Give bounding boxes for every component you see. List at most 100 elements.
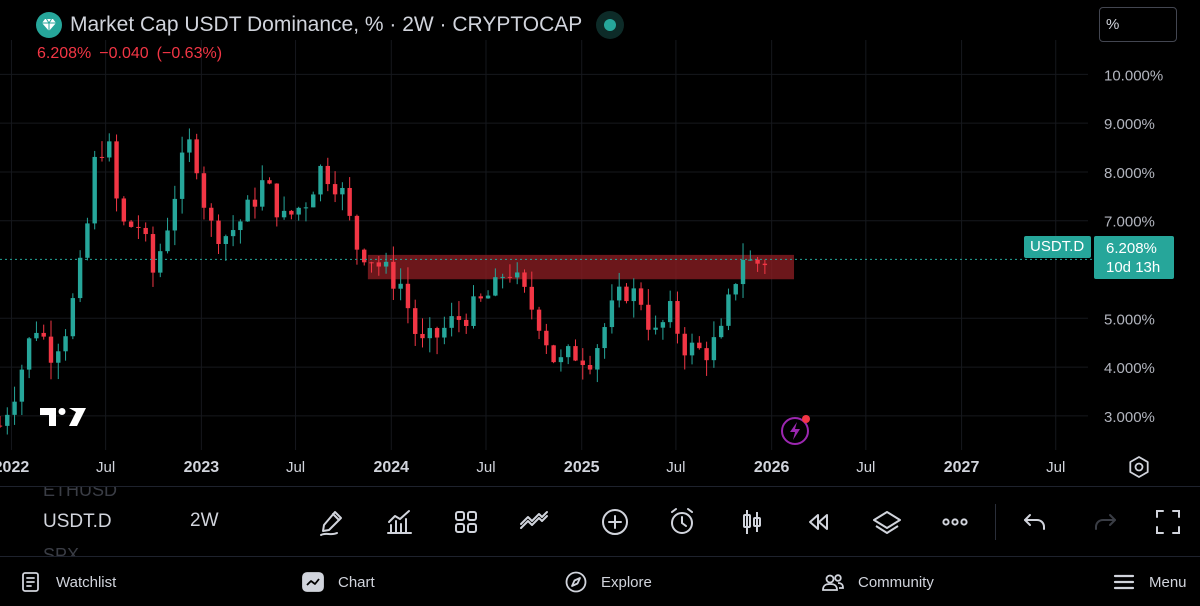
candle-body[interactable]	[464, 319, 469, 326]
candle-body[interactable]	[296, 207, 301, 215]
candle-body[interactable]	[762, 263, 768, 266]
candle-body[interactable]	[5, 414, 10, 426]
candle-body[interactable]	[398, 283, 403, 289]
candle-body[interactable]	[99, 156, 105, 158]
candle-body[interactable]	[536, 309, 542, 331]
candle-body[interactable]	[274, 183, 280, 218]
candle-body[interactable]	[646, 304, 651, 330]
candle-body[interactable]	[230, 230, 236, 237]
alarm-icon[interactable]	[664, 504, 700, 540]
candle-body[interactable]	[667, 301, 673, 323]
redo-icon[interactable]	[1087, 504, 1123, 540]
candle-body[interactable]	[347, 187, 352, 216]
candle-body[interactable]	[179, 152, 185, 199]
candle-body[interactable]	[143, 227, 148, 235]
market-status-icon[interactable]	[596, 11, 625, 39]
candle-body[interactable]	[260, 180, 265, 207]
candle-body[interactable]	[442, 327, 447, 338]
candle-body[interactable]	[383, 261, 389, 267]
indicators-icon[interactable]	[381, 504, 417, 540]
candle-body[interactable]	[733, 284, 738, 295]
candle-body[interactable]	[711, 337, 717, 361]
candle-body[interactable]	[471, 296, 476, 326]
candle-body[interactable]	[41, 332, 46, 337]
candle-body[interactable]	[595, 348, 600, 370]
candle-body[interactable]	[158, 251, 163, 273]
candle-body[interactable]	[216, 220, 221, 244]
nav-explore[interactable]: Explore	[565, 569, 652, 595]
candle-body[interactable]	[340, 187, 345, 195]
candle-body[interactable]	[70, 298, 76, 337]
candle-body[interactable]	[48, 336, 54, 363]
drawing-tool-icon[interactable]	[314, 504, 350, 540]
fullscreen-icon[interactable]	[1150, 504, 1186, 540]
candle-body[interactable]	[478, 296, 483, 299]
candle-body[interactable]	[85, 223, 90, 258]
candle-body[interactable]	[529, 286, 534, 310]
candle-body[interactable]	[420, 333, 425, 339]
candle-body[interactable]	[638, 288, 644, 305]
compare-icon[interactable]	[516, 504, 552, 540]
candle-body[interactable]	[209, 207, 214, 221]
nav-menu[interactable]: Menu	[1113, 569, 1187, 595]
candle-body[interactable]	[631, 288, 636, 302]
nav-watchlist[interactable]: Watchlist	[20, 569, 116, 595]
candle-body[interactable]	[718, 325, 724, 338]
candle-body[interactable]	[697, 342, 702, 349]
layers-icon[interactable]	[869, 504, 905, 540]
candle-body[interactable]	[19, 369, 25, 402]
candle-body[interactable]	[252, 199, 258, 207]
candle-body[interactable]	[238, 221, 243, 231]
symbol-current[interactable]: USDT.D	[43, 511, 112, 532]
nav-community[interactable]: Community	[822, 569, 934, 595]
candle-body[interactable]	[245, 199, 250, 222]
candle-body[interactable]	[740, 259, 746, 285]
interval-button[interactable]: 2W	[190, 510, 219, 531]
candle-body[interactable]	[500, 276, 505, 278]
candle-body[interactable]	[689, 342, 695, 356]
tradingview-logo[interactable]	[40, 404, 86, 428]
candle-body[interactable]	[609, 300, 615, 328]
candle-body[interactable]	[726, 294, 731, 326]
candle-body[interactable]	[12, 401, 17, 415]
candle-body[interactable]	[34, 332, 39, 339]
candle-body[interactable]	[136, 226, 141, 228]
candle-body[interactable]	[26, 338, 32, 370]
candle-body[interactable]	[522, 272, 527, 287]
candle-body[interactable]	[165, 230, 170, 252]
candle-body[interactable]	[354, 215, 360, 250]
candle-body[interactable]	[201, 173, 207, 208]
more-icon[interactable]	[937, 504, 973, 540]
candle-body[interactable]	[369, 262, 374, 264]
candle-body[interactable]	[558, 357, 564, 363]
layout-grid-icon[interactable]	[448, 504, 484, 540]
candle-body[interactable]	[493, 277, 498, 296]
candle-body[interactable]	[580, 360, 585, 366]
candle-body[interactable]	[150, 234, 156, 273]
candle-body[interactable]	[602, 327, 607, 349]
candle-body[interactable]	[653, 327, 658, 330]
candle-body[interactable]	[0, 425, 3, 427]
candle-body[interactable]	[449, 316, 454, 328]
candle-body[interactable]	[456, 316, 462, 320]
candle-body[interactable]	[121, 198, 127, 222]
candle-body[interactable]	[311, 194, 316, 208]
candle-body[interactable]	[318, 165, 323, 195]
candle-body[interactable]	[405, 283, 411, 309]
chart-area[interactable]: 10.000% 9.000% 8.000% 7.000% 5.000% 4.000% 3.0…	[0, 0, 1200, 486]
candle-body[interactable]	[587, 365, 593, 370]
candle-body[interactable]	[325, 165, 331, 185]
symbol-prev[interactable]: ETHUSD	[43, 487, 118, 500]
candle-body[interactable]	[187, 139, 192, 153]
candle-body[interactable]	[128, 221, 134, 227]
candle-body[interactable]	[413, 308, 418, 334]
candle-body[interactable]	[616, 286, 622, 301]
candle-body[interactable]	[56, 351, 61, 363]
candle-body[interactable]	[515, 272, 520, 278]
candle-body[interactable]	[63, 336, 68, 352]
candle-body[interactable]	[391, 261, 396, 289]
candle-body[interactable]	[281, 210, 287, 218]
candles-icon[interactable]	[734, 504, 770, 540]
add-icon[interactable]	[597, 504, 633, 540]
candle-body[interactable]	[507, 276, 513, 278]
